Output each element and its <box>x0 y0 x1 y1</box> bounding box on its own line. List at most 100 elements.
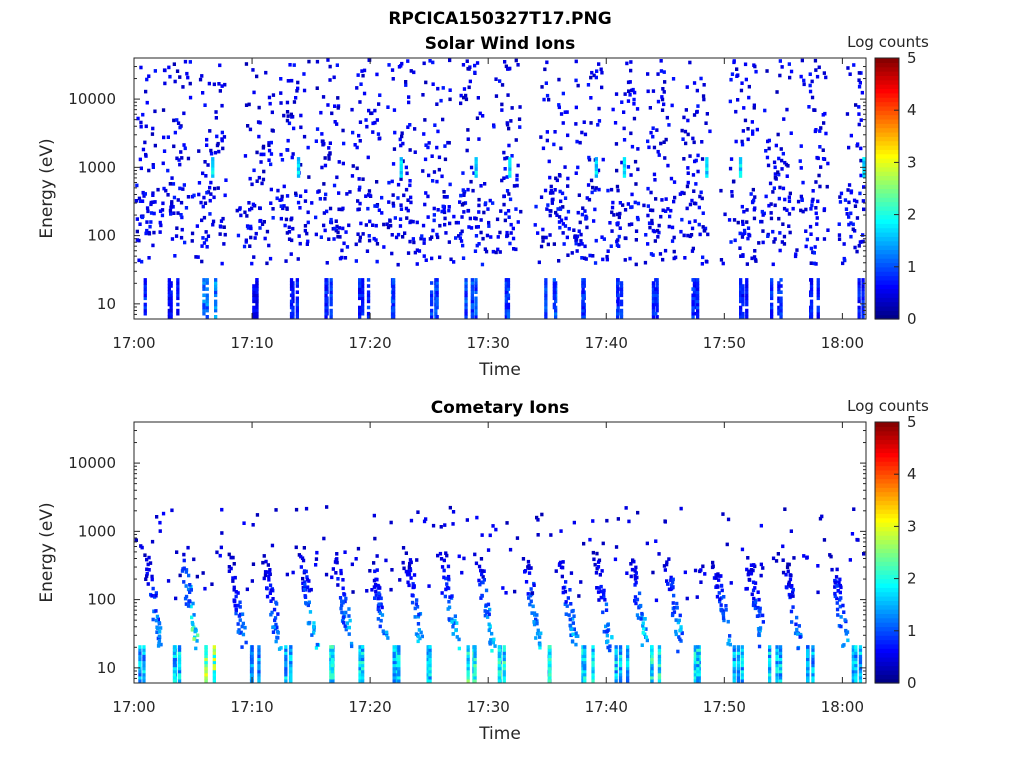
spectrogram-cell <box>308 620 312 625</box>
spectrogram-cell <box>318 197 322 201</box>
spectrogram-cell <box>805 237 809 242</box>
spectrogram-cell <box>404 83 408 87</box>
spectrogram-cell <box>854 648 858 652</box>
spectrogram-cell <box>167 302 171 307</box>
spectrogram-cell <box>819 126 823 130</box>
spectrogram-cell <box>754 69 758 74</box>
spectrogram-cell <box>319 110 323 115</box>
colorbar-segment <box>875 192 899 198</box>
spectrogram-cell <box>364 118 368 122</box>
spectrogram-cell <box>144 124 148 129</box>
spectrogram-cell <box>490 631 494 636</box>
spectrogram-cell <box>169 308 173 313</box>
spectrogram-cell <box>247 201 251 205</box>
spectrogram-cell <box>143 281 147 285</box>
spectrogram-cell <box>431 523 436 528</box>
spectrogram-cell <box>271 216 275 220</box>
spectrogram-cell <box>270 610 274 615</box>
spectrogram-cell <box>626 165 631 169</box>
spectrogram-cell <box>451 632 455 636</box>
spectrogram-cell <box>777 305 781 310</box>
spectrogram-cell <box>811 645 815 649</box>
spectrogram-cell <box>777 311 781 316</box>
spectrogram-cell <box>442 210 447 215</box>
spectrogram-cell <box>263 236 267 241</box>
spectrogram-cell <box>339 571 343 576</box>
spectrogram-cell <box>548 191 553 195</box>
spectrogram-cell <box>732 672 736 677</box>
spectrogram-cell <box>811 666 815 671</box>
spectrogram-cell <box>626 99 631 103</box>
spectrogram-cell <box>582 120 586 124</box>
spectrogram-cell <box>857 290 861 294</box>
spectrogram-cell <box>255 296 259 301</box>
spectrogram-cell <box>770 284 774 288</box>
spectrogram-cell <box>566 184 570 188</box>
spectrogram-cell <box>234 611 238 616</box>
spectrogram-cell <box>657 645 662 649</box>
spectrogram-cell <box>791 587 795 592</box>
spectrogram-cell <box>739 254 743 258</box>
spectrogram-cell <box>414 602 419 606</box>
spectrogram-cell <box>185 71 189 76</box>
spectrogram-cell <box>702 97 706 102</box>
spectrogram-cell <box>851 672 855 677</box>
spectrogram-cell <box>426 645 430 649</box>
spectrogram-cell <box>676 649 680 654</box>
spectrogram-cell <box>348 618 352 623</box>
spectrogram-cell <box>155 630 159 634</box>
spectrogram-cell <box>470 290 474 294</box>
spectrogram-cell <box>426 194 430 199</box>
spectrogram-cell <box>143 192 147 196</box>
spectrogram-cell <box>623 236 627 240</box>
spectrogram-cell <box>682 233 686 238</box>
spectrogram-cell <box>739 287 743 291</box>
spectrogram-cell <box>345 625 350 630</box>
spectrogram-cell <box>637 591 642 596</box>
spectrogram-cell <box>389 223 393 228</box>
spectrogram-cell <box>736 648 740 652</box>
spectrogram-cell <box>461 243 465 248</box>
spectrogram-cell <box>442 195 446 199</box>
spectrogram-cell <box>233 575 237 580</box>
spectrogram-cell <box>250 579 254 583</box>
spectrogram-cell <box>454 628 458 632</box>
spectrogram-cell <box>188 60 192 64</box>
spectrogram-cell <box>214 281 218 285</box>
spectrogram-cell <box>775 90 779 94</box>
spectrogram-cell <box>465 148 469 153</box>
spectrogram-cell <box>658 252 663 256</box>
spectrogram-cell <box>626 651 630 655</box>
spectrogram-cell <box>609 187 614 192</box>
spectrogram-cell <box>757 644 762 649</box>
spectrogram-cell <box>547 97 551 102</box>
spectrogram-cell <box>440 174 444 179</box>
spectrogram-cell <box>851 679 855 683</box>
colorbar-segment <box>875 495 899 501</box>
spectrogram-cell <box>729 157 734 161</box>
spectrogram-cell <box>583 256 587 260</box>
spectrogram-cell <box>611 107 615 112</box>
spectrogram-cell <box>257 134 261 139</box>
spectrogram-cell <box>250 657 254 662</box>
spectrogram-cell <box>672 180 677 184</box>
spectrogram-cell <box>835 601 839 605</box>
spectrogram-cell <box>217 149 221 154</box>
spectrogram-cell <box>213 150 218 155</box>
spectrogram-cell <box>330 675 334 680</box>
spectrogram-cell <box>137 196 142 201</box>
spectrogram-cell <box>460 203 465 207</box>
spectrogram-cell <box>561 121 565 125</box>
spectrogram-cell <box>725 542 729 547</box>
spectrogram-cell <box>473 666 477 671</box>
spectrogram-cell <box>818 184 822 189</box>
spectrogram-cell <box>252 311 256 316</box>
spectrogram-cell <box>329 296 333 301</box>
spectrogram-cell <box>605 254 609 259</box>
colorbar-segment <box>875 314 899 320</box>
spectrogram-cell <box>775 648 779 652</box>
spectrogram-cell <box>260 222 265 226</box>
spectrogram-cell <box>202 278 206 282</box>
spectrogram-cell <box>474 311 478 316</box>
spectrogram-cell <box>329 299 333 304</box>
